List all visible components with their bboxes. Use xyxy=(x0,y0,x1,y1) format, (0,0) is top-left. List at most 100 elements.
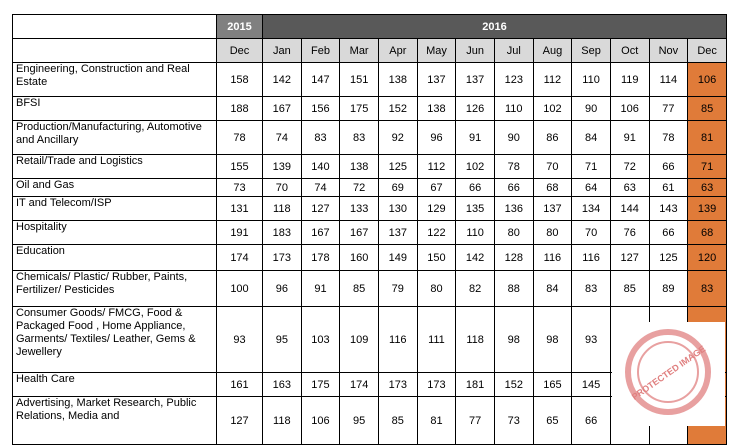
cell: 134 xyxy=(571,196,611,221)
stamp-ring xyxy=(625,329,711,415)
cell: 175 xyxy=(339,96,379,121)
cell: 102 xyxy=(532,96,573,121)
month-header: Jan xyxy=(262,38,302,63)
table-body: Engineering, Construction and Real Estat… xyxy=(12,62,727,445)
cell: 81 xyxy=(416,396,457,445)
table-row: Oil and Gas 73 70 74 72 69 67 66 66 68 64 63 61 63 xyxy=(12,178,727,197)
year-header: 2015 xyxy=(216,14,263,39)
cell: 130 xyxy=(377,196,418,221)
cell: 69 xyxy=(377,178,418,197)
cell: 70 xyxy=(532,154,573,179)
cell: 158 xyxy=(216,62,263,97)
cell: 84 xyxy=(571,120,611,155)
cell: 147 xyxy=(300,62,341,97)
cell: 145 xyxy=(571,372,611,397)
cell: 100 xyxy=(216,270,263,307)
month-header: Jul xyxy=(493,38,534,63)
row-label: Consumer Goods/ FMCG, Food & Packaged Fo… xyxy=(12,306,217,373)
row-label: BFSI xyxy=(12,96,217,121)
cell: 126 xyxy=(455,96,495,121)
cell: 71 xyxy=(687,154,727,179)
cell: 119 xyxy=(609,62,650,97)
cell: 188 xyxy=(216,96,263,121)
cell: 183 xyxy=(262,220,302,245)
cell: 112 xyxy=(532,62,573,97)
row-label: Hospitality xyxy=(12,220,217,245)
cell: 63 xyxy=(687,178,727,197)
cell: 151 xyxy=(339,62,379,97)
cell: 175 xyxy=(300,372,341,397)
table-row: Education 174 173 178 160 149 150 142 128 116 116 1… xyxy=(12,244,727,271)
cell: 110 xyxy=(455,220,495,245)
cell: 118 xyxy=(262,396,302,445)
cell: 98 xyxy=(532,306,573,373)
table-row: BFSI 188 167 156 175 152 138 126 110 102 90 106 77 85 xyxy=(12,96,727,121)
cell: 89 xyxy=(648,270,689,307)
cell: 156 xyxy=(300,96,341,121)
cell: 152 xyxy=(377,96,418,121)
month-header: Nov xyxy=(648,38,689,63)
page: 2015 2016 Dec Jan Feb Mar Apr May Jun Jul Aug Sep… xyxy=(12,14,727,445)
cell: 116 xyxy=(377,306,418,373)
month-header: Jun xyxy=(455,38,495,63)
cell: 106 xyxy=(300,396,341,445)
cell: 116 xyxy=(532,244,573,271)
cell: 118 xyxy=(455,306,495,373)
cell: 83 xyxy=(300,120,341,155)
cell: 174 xyxy=(339,372,379,397)
watermark-text: PROTECTED IMAGE xyxy=(630,344,707,402)
cell: 85 xyxy=(609,270,650,307)
cell: 81 xyxy=(687,120,727,155)
cell: 122 xyxy=(416,220,457,245)
watermark: PROTECTED IMAGE xyxy=(612,322,725,426)
cell: 110 xyxy=(571,62,611,97)
cell: 92 xyxy=(377,120,418,155)
cell: 88 xyxy=(493,270,534,307)
corner xyxy=(12,38,217,63)
cell: 61 xyxy=(648,178,689,197)
cell: 78 xyxy=(216,120,263,155)
month-row: Dec Jan Feb Mar Apr May Jun Jul Aug Sep Oct Nov Dec xyxy=(12,38,727,63)
cell: 144 xyxy=(609,196,650,221)
cell: 98 xyxy=(493,306,534,373)
cell: 72 xyxy=(609,154,650,179)
cell: 96 xyxy=(262,270,302,307)
cell: 174 xyxy=(216,244,263,271)
cell: 142 xyxy=(262,62,302,97)
cell: 64 xyxy=(571,178,611,197)
cell: 74 xyxy=(262,120,302,155)
cell: 167 xyxy=(300,220,341,245)
table-row: Hospitality 191 183 167 167 137 122 110 80 80 70 76… xyxy=(12,220,727,245)
cell: 83 xyxy=(339,120,379,155)
cell: 112 xyxy=(416,154,457,179)
cell: 137 xyxy=(455,62,495,97)
stamp-ring xyxy=(637,341,699,403)
cell: 68 xyxy=(687,220,727,245)
cell: 76 xyxy=(609,220,650,245)
cell: 139 xyxy=(687,196,727,221)
cell: 66 xyxy=(648,220,689,245)
cell: 136 xyxy=(493,196,534,221)
cell: 127 xyxy=(216,396,263,445)
cell: 127 xyxy=(609,244,650,271)
cell: 137 xyxy=(532,196,573,221)
cell: 150 xyxy=(416,244,457,271)
cell: 65 xyxy=(532,396,573,445)
cell: 142 xyxy=(455,244,495,271)
cell: 103 xyxy=(300,306,341,373)
cell: 137 xyxy=(416,62,457,97)
cell: 83 xyxy=(571,270,611,307)
cell: 149 xyxy=(377,244,418,271)
cell: 78 xyxy=(648,120,689,155)
cell: 63 xyxy=(609,178,650,197)
cell: 167 xyxy=(262,96,302,121)
cell: 71 xyxy=(571,154,611,179)
cell: 80 xyxy=(532,220,573,245)
cell: 70 xyxy=(571,220,611,245)
cell: 90 xyxy=(571,96,611,121)
table-row: Engineering, Construction and Real Estat… xyxy=(12,62,727,97)
cell: 165 xyxy=(532,372,573,397)
cell: 161 xyxy=(216,372,263,397)
row-label: Retail/Trade and Logistics xyxy=(12,154,217,179)
cell: 80 xyxy=(493,220,534,245)
